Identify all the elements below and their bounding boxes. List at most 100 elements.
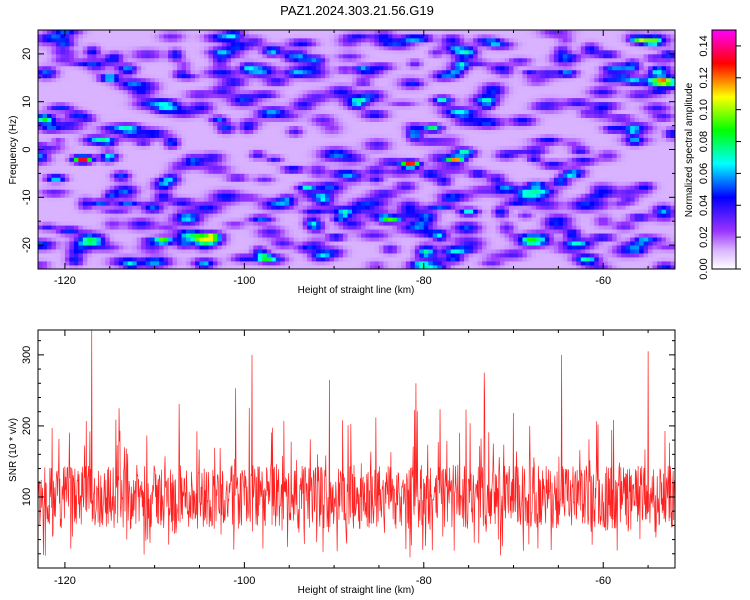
heatmap-cell (55, 197, 61, 202)
heatmap-cell (132, 41, 138, 47)
heatmap-cell (212, 37, 218, 43)
heatmap-cell (172, 169, 178, 174)
heatmap-cell (365, 121, 371, 126)
heatmap-cell (284, 37, 290, 43)
heatmap-cell (208, 113, 214, 119)
heatmap-cell (136, 217, 142, 222)
heatmap-cell (212, 249, 218, 254)
heatmap-cell (181, 241, 187, 246)
heatmap-cell (221, 257, 227, 262)
heatmap-cell (154, 197, 160, 202)
heatmap-cell (190, 85, 196, 91)
heatmap-cell (239, 109, 245, 115)
heatmap-cell (46, 33, 52, 39)
heatmap-cell (42, 117, 48, 123)
heatmap-cell (401, 257, 407, 262)
heatmap-cell (302, 185, 308, 190)
heatmap-cell (396, 225, 402, 230)
heatmap-cell (69, 221, 75, 226)
heatmap-cell (338, 33, 344, 39)
heatmap-cell (199, 61, 205, 67)
heatmap-cell (118, 145, 124, 150)
heatmap-cell (177, 33, 182, 39)
heatmap-cell (55, 141, 61, 146)
heatmap-cell (186, 149, 191, 154)
heatmap-cell (186, 181, 191, 186)
heatmap-cell (396, 41, 402, 47)
heatmap-cell (42, 249, 48, 254)
heatmap-cell (82, 217, 88, 222)
heatmap-cell (325, 61, 330, 67)
heatmap-cell (239, 185, 245, 190)
heatmap-cell (38, 30, 43, 35)
heatmap-cell (168, 161, 173, 166)
heatmap-cell (82, 185, 88, 190)
heatmap-cell (369, 141, 375, 146)
heatmap-cell (186, 161, 191, 166)
heatmap-cell (177, 181, 182, 186)
heatmap-cell (123, 49, 129, 55)
heatmap-cell (378, 249, 384, 254)
heatmap-cell (82, 137, 88, 142)
heatmap-cell (266, 33, 272, 39)
heatmap-cell (46, 257, 52, 262)
heatmap-cell (208, 89, 214, 95)
heatmap-cell (118, 181, 124, 186)
heatmap-cell (127, 65, 133, 71)
heatmap-cell (51, 205, 57, 210)
heatmap-cell (235, 117, 241, 123)
heatmap-cell (118, 97, 124, 103)
heatmap-cell (69, 97, 75, 103)
heatmap-cell (132, 69, 138, 75)
heatmap-cell (87, 89, 93, 95)
heatmap-cell (186, 197, 191, 202)
heatmap-cell (96, 233, 102, 238)
heatmap-cell (172, 229, 178, 234)
heatmap-cell (64, 261, 70, 266)
heatmap-cell (239, 265, 245, 269)
heatmap-cell (316, 61, 322, 67)
heatmap-cell (42, 65, 48, 71)
heatmap-cell (396, 237, 402, 242)
heatmap-cell (365, 169, 371, 174)
heatmap-cell (289, 77, 295, 83)
heatmap-cell (338, 57, 344, 63)
heatmap-cell (208, 245, 214, 250)
heatmap-cell (347, 161, 353, 166)
heatmap-cell (64, 213, 70, 218)
heatmap-cell (347, 109, 353, 115)
heatmap-cell (105, 225, 111, 230)
heatmap-cell (141, 209, 147, 214)
heatmap-cell (365, 201, 371, 206)
heatmap-cell (226, 57, 232, 63)
heatmap-cell (383, 177, 389, 182)
heatmap-cell (168, 245, 173, 250)
heatmap-cell (235, 225, 241, 230)
heatmap-cell (159, 149, 165, 154)
heatmap-cell (405, 61, 411, 67)
heatmap-cell (177, 253, 182, 258)
heatmap-cell (159, 133, 165, 138)
heatmap-cell (343, 89, 348, 95)
heatmap-cell (235, 53, 241, 59)
heatmap-cell (293, 57, 299, 63)
heatmap-cell (109, 113, 115, 119)
heatmap-cell (141, 41, 147, 47)
heatmap-cell (352, 245, 357, 250)
heatmap-cell (82, 49, 88, 55)
heatmap-cell (168, 265, 173, 269)
heatmap-cell (352, 30, 357, 35)
heatmap-cell (42, 229, 48, 234)
heatmap-cell (181, 30, 187, 35)
heatmap-cell (109, 153, 115, 158)
heatmap-cell (91, 45, 97, 51)
heatmap-cell (311, 121, 317, 126)
heatmap-cell (235, 205, 241, 210)
heatmap-cell (150, 149, 156, 154)
heatmap-cell (159, 41, 165, 47)
heatmap-cell (141, 81, 147, 87)
heatmap-cell (226, 177, 232, 182)
heatmap-cell (109, 77, 115, 83)
heatmap-cell (289, 261, 295, 266)
heatmap-cell (383, 85, 389, 91)
